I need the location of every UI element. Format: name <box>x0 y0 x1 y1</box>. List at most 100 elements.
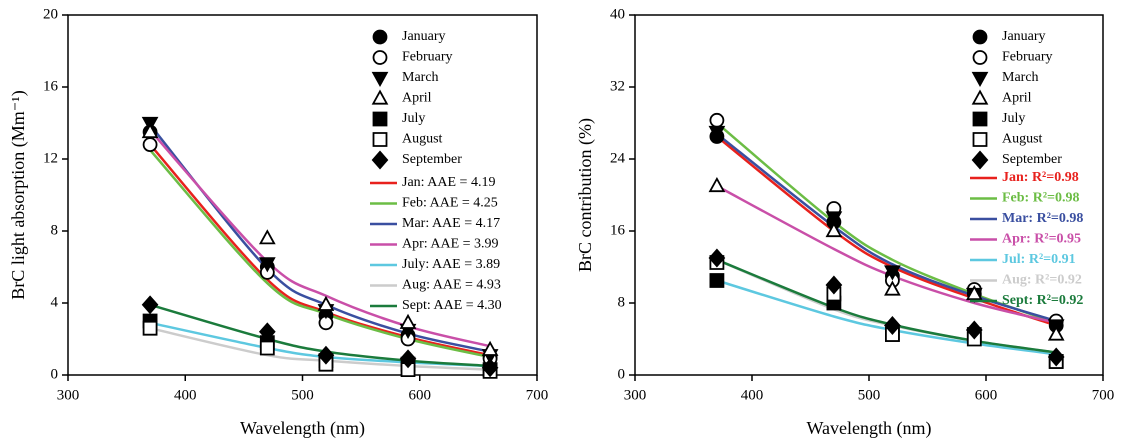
marker <box>372 29 388 45</box>
marker <box>965 320 983 340</box>
marker <box>709 273 725 288</box>
marker <box>141 122 159 139</box>
x-tick-label: 400 <box>741 387 764 403</box>
y-tick-label: 32 <box>610 78 625 94</box>
marker <box>399 313 417 329</box>
y-tick-label: 0 <box>51 366 59 382</box>
marker <box>825 211 843 227</box>
marker <box>884 265 901 281</box>
x-axis-label: Wavelength (nm) <box>806 418 931 439</box>
legend-label: January <box>1002 29 1046 44</box>
marker <box>142 320 158 336</box>
x-tick-label: 600 <box>409 387 432 403</box>
legend-label: Mar: AAE = 4.17 <box>402 216 500 231</box>
legend-label: March <box>402 70 439 85</box>
y-tick-label: 12 <box>43 150 58 166</box>
legend-label: July <box>1002 111 1025 126</box>
marker <box>399 349 417 369</box>
marker <box>371 71 389 88</box>
x-tick-label: 300 <box>624 387 647 403</box>
legend-label: Jan: AAE = 4.19 <box>402 175 495 190</box>
marker <box>708 125 726 142</box>
x-tick-label: 700 <box>526 387 549 403</box>
y-axis-label: BrC contribution (%) <box>575 118 596 272</box>
x-tick-label: 300 <box>57 387 80 403</box>
fit-line <box>716 132 1057 323</box>
x-tick-label: 400 <box>174 387 197 403</box>
marker <box>708 248 726 268</box>
y-tick-label: 8 <box>51 222 59 238</box>
marker <box>972 132 988 147</box>
x-tick-label: 700 <box>1092 387 1115 403</box>
legend-label: September <box>1002 152 1062 167</box>
y-tick-label: 0 <box>618 366 626 382</box>
y-tick-label: 4 <box>51 294 59 310</box>
marker <box>371 150 389 170</box>
marker <box>965 284 983 301</box>
marker <box>258 322 276 342</box>
marker <box>971 150 989 170</box>
legend-label: August <box>402 132 443 147</box>
marker <box>371 89 389 105</box>
marker <box>1047 325 1065 341</box>
x-tick-label: 500 <box>858 387 881 403</box>
legend-label: Aug: AAE = 4.93 <box>402 278 501 293</box>
x-tick-label: 600 <box>975 387 998 403</box>
marker <box>708 176 726 193</box>
marker <box>481 358 499 378</box>
x-axis-label: Wavelength (nm) <box>240 418 365 439</box>
marker <box>972 50 988 65</box>
x-tick-label: 500 <box>291 387 314 403</box>
legend-label: February <box>1002 50 1053 65</box>
y-axis-label: BrC light absorption (Mm⁻¹) <box>8 90 29 299</box>
legend-label: Feb: R²=0.98 <box>1002 191 1080 206</box>
marker <box>709 112 725 128</box>
legend-label: July: AAE = 3.89 <box>402 257 500 272</box>
marker <box>972 29 988 45</box>
legend-label: April <box>1002 91 1032 106</box>
legend-label: September <box>402 152 462 167</box>
marker <box>317 295 335 311</box>
marker <box>317 345 335 365</box>
marker <box>825 221 843 238</box>
legend-label: July <box>402 111 425 126</box>
marker <box>142 137 158 153</box>
marker <box>825 275 843 295</box>
legend-label: Apr: AAE = 3.99 <box>402 237 499 252</box>
legend-label: Jan: R²=0.98 <box>1002 170 1079 185</box>
y-tick-label: 40 <box>610 6 625 22</box>
y-tick-label: 16 <box>43 78 59 94</box>
legend-label: Mar: R²=0.98 <box>1002 211 1083 226</box>
marker <box>372 132 388 147</box>
y-tick-label: 20 <box>43 6 58 22</box>
y-tick-label: 24 <box>610 150 626 166</box>
legend-label: March <box>1002 70 1039 85</box>
marker <box>481 340 499 356</box>
y-tick-label: 16 <box>610 222 626 238</box>
marker <box>971 89 989 105</box>
legend-label: Sept: R²=0.92 <box>1002 293 1083 308</box>
legend-label: April <box>402 91 432 106</box>
fit-line <box>149 129 491 348</box>
y-tick-label: 8 <box>618 294 626 310</box>
marker <box>372 50 388 65</box>
marker <box>141 295 159 315</box>
legend-label: January <box>402 29 446 44</box>
marker <box>972 111 988 127</box>
marker <box>884 316 901 335</box>
marker <box>258 229 276 245</box>
marker <box>258 257 276 273</box>
legend-label: Jul: R²=0.91 <box>1002 252 1076 267</box>
legend-label: February <box>402 50 453 65</box>
marker <box>884 280 901 296</box>
marker <box>971 71 989 88</box>
legend-label: Aug: R²=0.92 <box>1002 273 1082 288</box>
marker <box>259 340 275 356</box>
legend-label: Feb: AAE = 4.25 <box>402 196 498 211</box>
legend-label: Sept: AAE = 4.30 <box>402 298 502 313</box>
marker <box>372 111 388 127</box>
legend-label: Apr: R²=0.95 <box>1002 232 1081 247</box>
legend-label: August <box>1002 132 1043 147</box>
marker <box>1047 347 1065 367</box>
